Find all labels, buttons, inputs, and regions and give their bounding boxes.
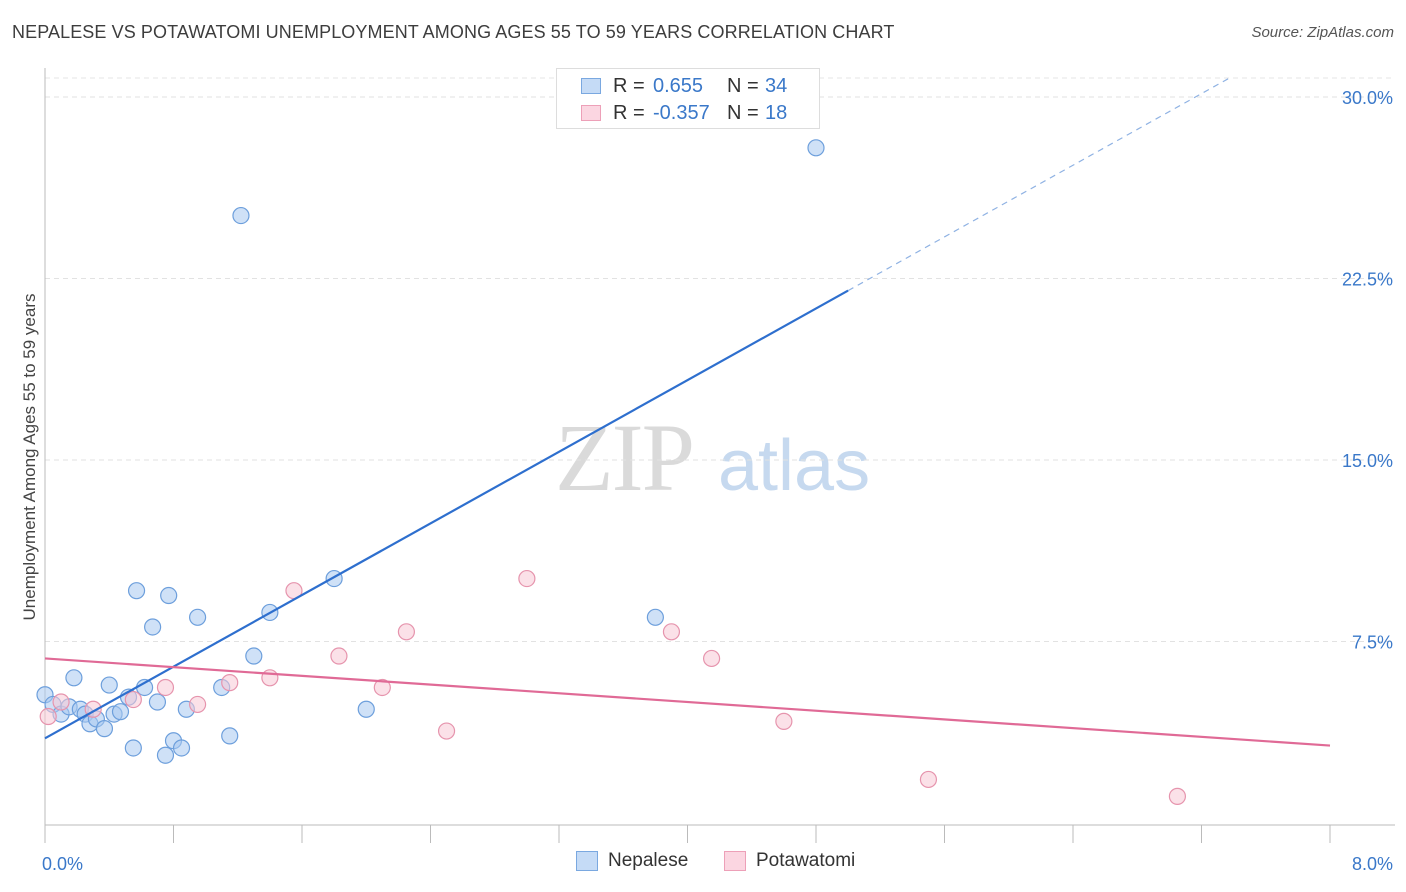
nepalese-point <box>245 647 263 665</box>
nepalese-point <box>124 739 142 757</box>
potawatomi-point <box>702 649 721 668</box>
chart-title: NEPALESE VS POTAWATOMI UNEMPLOYMENT AMON… <box>12 22 895 42</box>
potawatomi-point <box>39 707 57 726</box>
nepalese-point <box>144 618 162 636</box>
stats-legend: R = 0.655 N = 34 R = -0.357 N = 18 <box>556 68 820 129</box>
nepalese-point <box>95 720 114 738</box>
nepalese-point <box>172 739 191 757</box>
n-value: 18 <box>765 101 788 124</box>
r-value: 0.655 <box>653 74 704 97</box>
r-label: R = <box>613 74 645 97</box>
n-value: 34 <box>765 74 788 97</box>
x-tick-label: 8.0% <box>1352 854 1393 874</box>
potawatomi-point <box>1168 787 1187 805</box>
nepalese-swatch <box>576 851 598 871</box>
potawatomi-trend-line <box>44 657 1331 747</box>
y-tick-label: 7.5% <box>1352 633 1393 653</box>
nepalese-trend-line <box>44 289 849 740</box>
r-value: -0.357 <box>653 101 710 124</box>
nepalese-point <box>646 608 664 626</box>
nepalese-point <box>100 676 118 694</box>
nepalese-point <box>188 608 207 626</box>
y-tick-label: 30.0% <box>1342 88 1393 108</box>
legend-label-potawatomi: Potawatomi <box>756 850 856 871</box>
source-label: Source: ZipAtlas.com <box>1251 24 1394 41</box>
potawatomi-point <box>437 722 456 740</box>
n-label: N = <box>727 74 759 97</box>
stats-legend-row-nepalese: R = 0.655 N = 34 <box>581 74 787 98</box>
legend-item-nepalese: Nepalese <box>576 850 688 872</box>
watermark-zip: ZIP <box>555 404 693 511</box>
nepalese-point <box>357 700 375 718</box>
r-label: R = <box>613 101 645 124</box>
nepalese-point <box>111 703 130 721</box>
nepalese-swatch <box>581 78 601 94</box>
potawatomi-point <box>330 647 348 665</box>
potawatomi-point <box>775 712 793 730</box>
series-legend: Nepalese Potawatomi <box>0 850 1406 878</box>
potawatomi-swatch <box>724 851 746 871</box>
x-tick-label: 0.0% <box>42 854 83 874</box>
potawatomi-point <box>52 693 70 711</box>
nepalese-trend-extension <box>847 77 1230 292</box>
potawatomi-point <box>188 695 207 714</box>
y-tick-label: 15.0% <box>1342 451 1393 471</box>
y-tick-label: 22.5% <box>1342 270 1393 290</box>
potawatomi-point <box>221 674 239 692</box>
watermark-atlas: atlas <box>718 426 870 506</box>
nepalese-point <box>232 206 250 225</box>
potawatomi-point <box>662 623 681 641</box>
potawatomi-swatch <box>581 105 601 121</box>
potawatomi-point <box>919 770 938 789</box>
nepalese-point <box>65 669 83 687</box>
nepalese-point <box>156 746 175 764</box>
potawatomi-point <box>261 669 279 687</box>
nepalese-point <box>148 693 167 711</box>
potawatomi-point <box>518 569 536 588</box>
nepalese-point <box>160 586 178 605</box>
potawatomi-point <box>373 678 391 697</box>
nepalese-point <box>807 139 825 157</box>
potawatomi-point <box>124 690 142 709</box>
n-label: N = <box>727 101 759 124</box>
stats-legend-row-potawatomi: R = -0.357 N = 18 <box>581 101 787 125</box>
legend-label-nepalese: Nepalese <box>608 850 689 871</box>
potawatomi-point <box>397 623 416 641</box>
nepalese-point <box>127 582 146 600</box>
nepalese-point <box>221 727 239 745</box>
potawatomi-point <box>156 678 175 697</box>
legend-item-potawatomi: Potawatomi <box>724 850 855 872</box>
